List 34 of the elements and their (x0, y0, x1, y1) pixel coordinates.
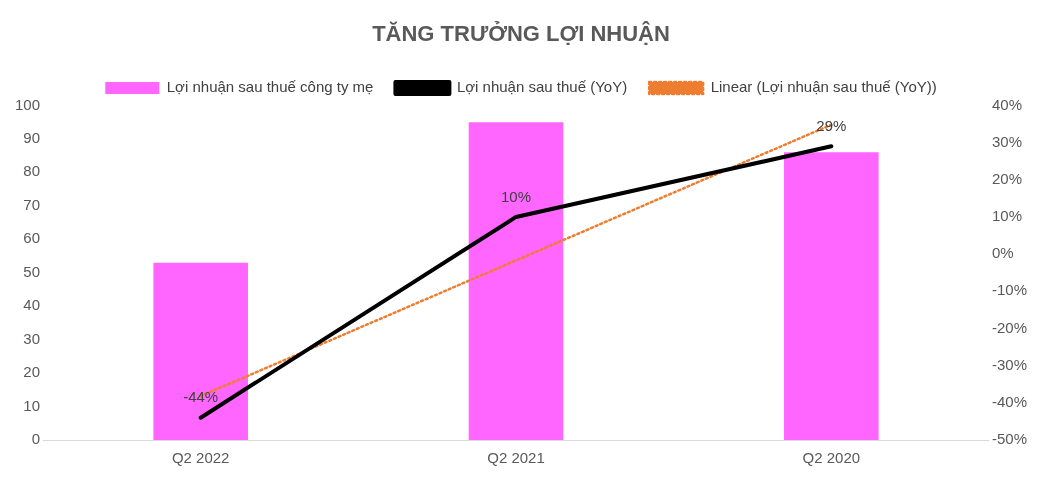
y-tick-label: 0 (31, 430, 41, 448)
bar (468, 122, 564, 440)
y2-tick-label: -30% (991, 355, 1028, 373)
y-tick-label: 90 (23, 129, 41, 146)
y-tick-label: 60 (23, 229, 41, 247)
legend-label: Linear (Lợi nhuận sau thuế (YoY)) (710, 78, 937, 96)
x-tick-label: Q2 2021 (487, 449, 545, 467)
legend-label: Lợi nhuận sau thuế công ty mẹ (166, 78, 374, 96)
y2-tick-label: 40% (991, 95, 1023, 113)
x-tick-label: Q2 2022 (171, 449, 230, 467)
chart-title: TĂNG TRƯỞNG LỢI NHUẬN (372, 21, 670, 47)
y-tick-label: 50 (23, 262, 41, 280)
y-tick-label: 10 (23, 396, 41, 414)
data-label: 10% (500, 187, 532, 205)
y-tick-label: 70 (23, 195, 41, 213)
data-label: -44% (183, 388, 219, 406)
y2-tick-label: 10% (991, 207, 1023, 225)
data-label: 29% (816, 116, 847, 134)
y2-tick-label: -20% (991, 318, 1028, 336)
y2-tick-label: 0% (991, 244, 1014, 262)
y2-tick-label: -40% (991, 392, 1028, 410)
y2-tick-label: 20% (991, 169, 1023, 187)
y-tick-label: 30 (23, 329, 41, 347)
y-tick-label: 40 (23, 296, 41, 314)
x-tick-label: Q2 2020 (802, 449, 861, 467)
y2-tick-label: -50% (991, 430, 1028, 448)
y-tick-label: 20 (23, 363, 41, 381)
y2-tick-label: 30% (991, 132, 1023, 150)
bar (784, 152, 879, 440)
bar (153, 262, 248, 440)
y-tick-label: 80 (23, 162, 41, 180)
y-tick-label: 100 (15, 95, 41, 113)
y2-tick-label: -10% (991, 281, 1028, 299)
legend-label: Lợi nhuận sau thuế (YoY) (456, 78, 628, 96)
